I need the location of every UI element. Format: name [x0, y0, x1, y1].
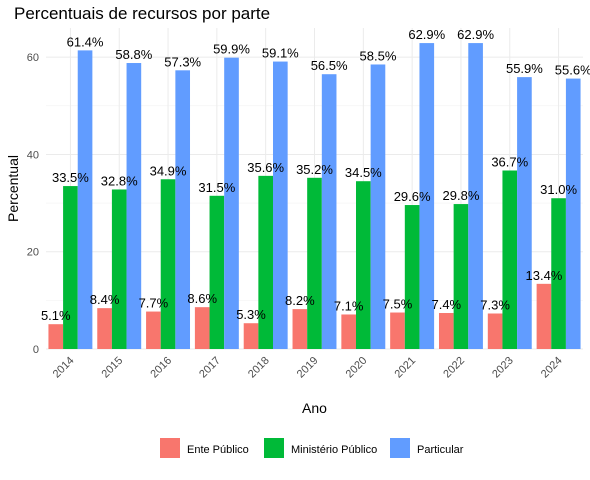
bar: [468, 43, 483, 350]
bar: [565, 78, 581, 349]
data-label: 7.4%: [431, 297, 461, 312]
chart-title: Percentuais de recursos por parte: [14, 4, 271, 23]
data-label: 31.5%: [198, 180, 235, 195]
bar: [390, 312, 405, 349]
legend-swatch: [264, 438, 284, 458]
data-label: 62.9%: [457, 27, 494, 42]
bar: [321, 74, 337, 350]
bar: [502, 170, 518, 349]
data-label: 29.6%: [394, 189, 431, 204]
data-label: 29.8%: [443, 188, 480, 203]
y-tick-label: 20: [27, 247, 39, 259]
bar: [551, 198, 566, 349]
bar: [355, 181, 371, 349]
bar: [209, 195, 225, 349]
x-tick-label: 2022: [441, 355, 467, 381]
data-label: 35.2%: [296, 162, 333, 177]
data-label: 55.6%: [555, 63, 590, 78]
data-label: 8.6%: [187, 291, 217, 306]
data-label: 13.4%: [526, 268, 563, 283]
x-axis-title: Ano: [302, 400, 327, 416]
bar: [419, 43, 435, 350]
data-label: 7.5%: [383, 297, 413, 312]
x-tick-label: 2024: [539, 355, 565, 381]
bar: [48, 324, 64, 349]
bar: [292, 309, 308, 349]
data-label: 62.9%: [408, 27, 445, 42]
bar: [536, 283, 552, 349]
legend-swatch: [390, 438, 410, 458]
data-label: 36.7%: [491, 155, 528, 170]
x-tick-label: 2019: [295, 355, 321, 381]
x-tick-label: 2021: [392, 355, 418, 381]
bar: [194, 307, 210, 349]
bar: [63, 186, 78, 349]
bar: [453, 204, 469, 349]
data-label: 58.8%: [115, 47, 152, 62]
bar: [77, 50, 93, 349]
x-tick-label: 2018: [246, 355, 272, 381]
bar: [126, 63, 142, 349]
x-tick-label: 2014: [51, 355, 77, 381]
data-label: 59.1%: [262, 46, 299, 61]
x-tick-label: 2020: [344, 355, 370, 381]
data-label: 34.5%: [345, 165, 382, 180]
legend-label: Ente Público: [187, 444, 249, 456]
bar: [487, 313, 503, 349]
y-tick-label: 40: [27, 149, 39, 161]
data-label: 56.5%: [311, 58, 348, 73]
bar: [243, 323, 259, 349]
x-tick-label: 2023: [490, 355, 516, 381]
bar: [517, 77, 532, 349]
data-label: 35.6%: [247, 160, 284, 175]
data-label: 32.8%: [101, 173, 138, 188]
bar: [97, 308, 112, 349]
legend-label: Particular: [417, 444, 464, 456]
x-tick-label: 2015: [100, 355, 126, 381]
x-tick-label: 2017: [197, 355, 223, 381]
y-tick-label: 60: [27, 52, 39, 64]
data-label: 31.0%: [540, 182, 577, 197]
data-label: 5.1%: [41, 308, 71, 323]
bar: [438, 313, 454, 349]
data-label: 57.3%: [164, 54, 201, 69]
data-label: 7.7%: [139, 296, 169, 311]
bar: [111, 189, 127, 349]
bar: [307, 177, 322, 349]
bar: [370, 64, 386, 350]
bar: [341, 314, 356, 349]
bar: [404, 205, 420, 349]
legend-swatch: [160, 438, 180, 458]
legend-label: Ministério Público: [291, 444, 377, 456]
data-label: 7.1%: [334, 298, 364, 313]
data-label: 55.9%: [506, 61, 543, 76]
data-label: 5.3%: [236, 307, 266, 322]
bar: [224, 57, 239, 349]
data-label: 7.3%: [480, 297, 510, 312]
x-tick-label: 2016: [148, 355, 174, 381]
data-label: 59.9%: [213, 42, 250, 57]
y-axis-title: Percentual: [5, 155, 21, 222]
bar: [146, 311, 161, 349]
data-label: 34.9%: [150, 163, 187, 178]
data-label: 8.4%: [90, 292, 120, 307]
data-label: 58.5%: [360, 48, 397, 63]
bar: [175, 70, 191, 350]
data-label: 33.5%: [52, 170, 89, 185]
y-tick-label: 0: [33, 344, 39, 356]
data-label: 61.4%: [67, 34, 104, 49]
bar: [258, 175, 274, 349]
data-label: 8.2%: [285, 293, 315, 308]
bar: [160, 179, 176, 349]
bar: [273, 61, 288, 350]
